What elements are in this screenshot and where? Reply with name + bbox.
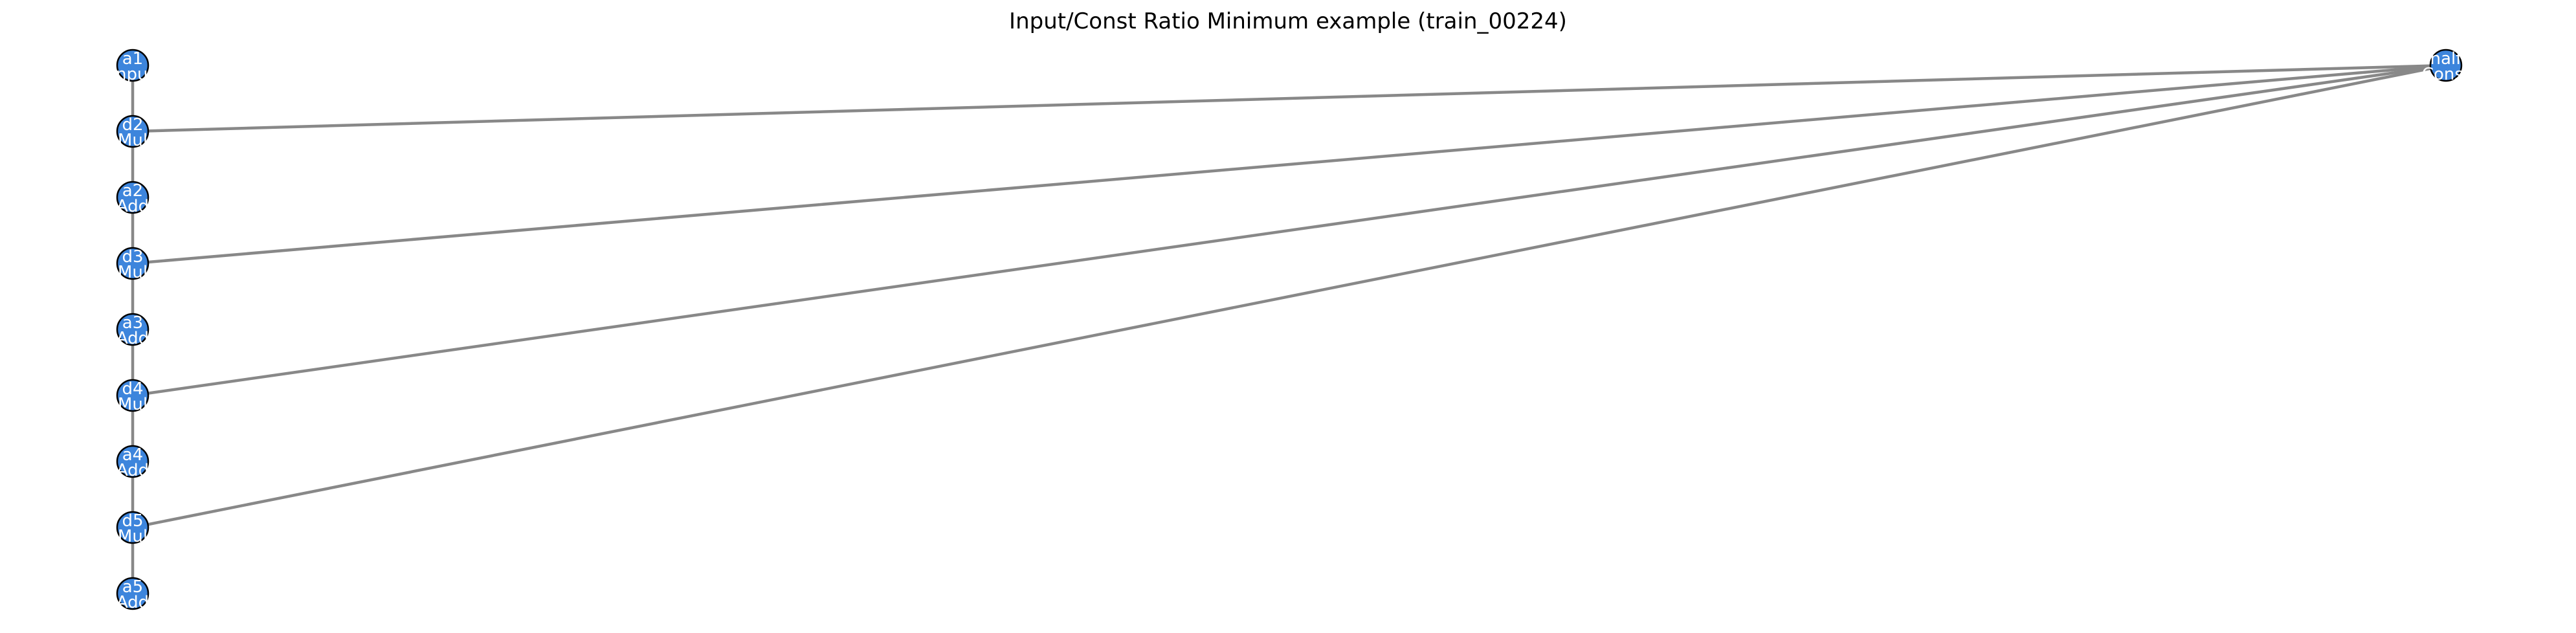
node-circle <box>116 577 150 610</box>
node-op-label: Const <box>2422 65 2470 84</box>
node-id-label: d5 <box>122 511 143 531</box>
node-id-label: d4 <box>122 379 143 399</box>
node-op-label: Mul <box>118 395 148 414</box>
node-op-label: Add <box>117 461 149 480</box>
edge-half-d2 <box>132 63 2447 133</box>
edge-layer <box>131 63 2447 594</box>
node-layer: a1Inputd2Mula2Addd3Mula3Addd4Mula4Addd5M… <box>111 49 2470 612</box>
node-op-label: Input <box>111 65 154 84</box>
node-op-label: Mul <box>118 527 148 546</box>
node-circle <box>116 181 150 214</box>
node-id-label: d3 <box>122 247 143 267</box>
node-id-label: a4 <box>122 445 143 465</box>
node-id-label: a5 <box>122 577 143 597</box>
edge-half-d5 <box>132 63 2447 529</box>
node-id-label: a2 <box>122 181 143 201</box>
node-op-label: Mul <box>118 131 148 150</box>
node-id-label: half <box>2430 49 2463 69</box>
node-circle <box>116 247 150 280</box>
node-op-label: Mul <box>118 263 148 282</box>
node-circle <box>116 379 150 412</box>
node-circle <box>116 49 150 82</box>
node-circle <box>116 313 150 346</box>
node-op-label: Add <box>117 329 149 348</box>
node-op-label: Add <box>117 593 149 612</box>
edge-half-d4 <box>132 63 2447 397</box>
node-id-label: a3 <box>122 313 143 333</box>
node-circle <box>116 445 150 478</box>
node-id-label: a1 <box>122 49 143 69</box>
node-op-label: Add <box>117 197 149 216</box>
edge-half-d3 <box>132 63 2447 265</box>
node-circle <box>116 115 150 148</box>
node-circle <box>2429 49 2463 82</box>
node-circle <box>116 511 150 544</box>
node-id-label: d2 <box>122 115 143 135</box>
graph-title: Input/Const Ratio Minimum example (train… <box>1009 8 1567 34</box>
